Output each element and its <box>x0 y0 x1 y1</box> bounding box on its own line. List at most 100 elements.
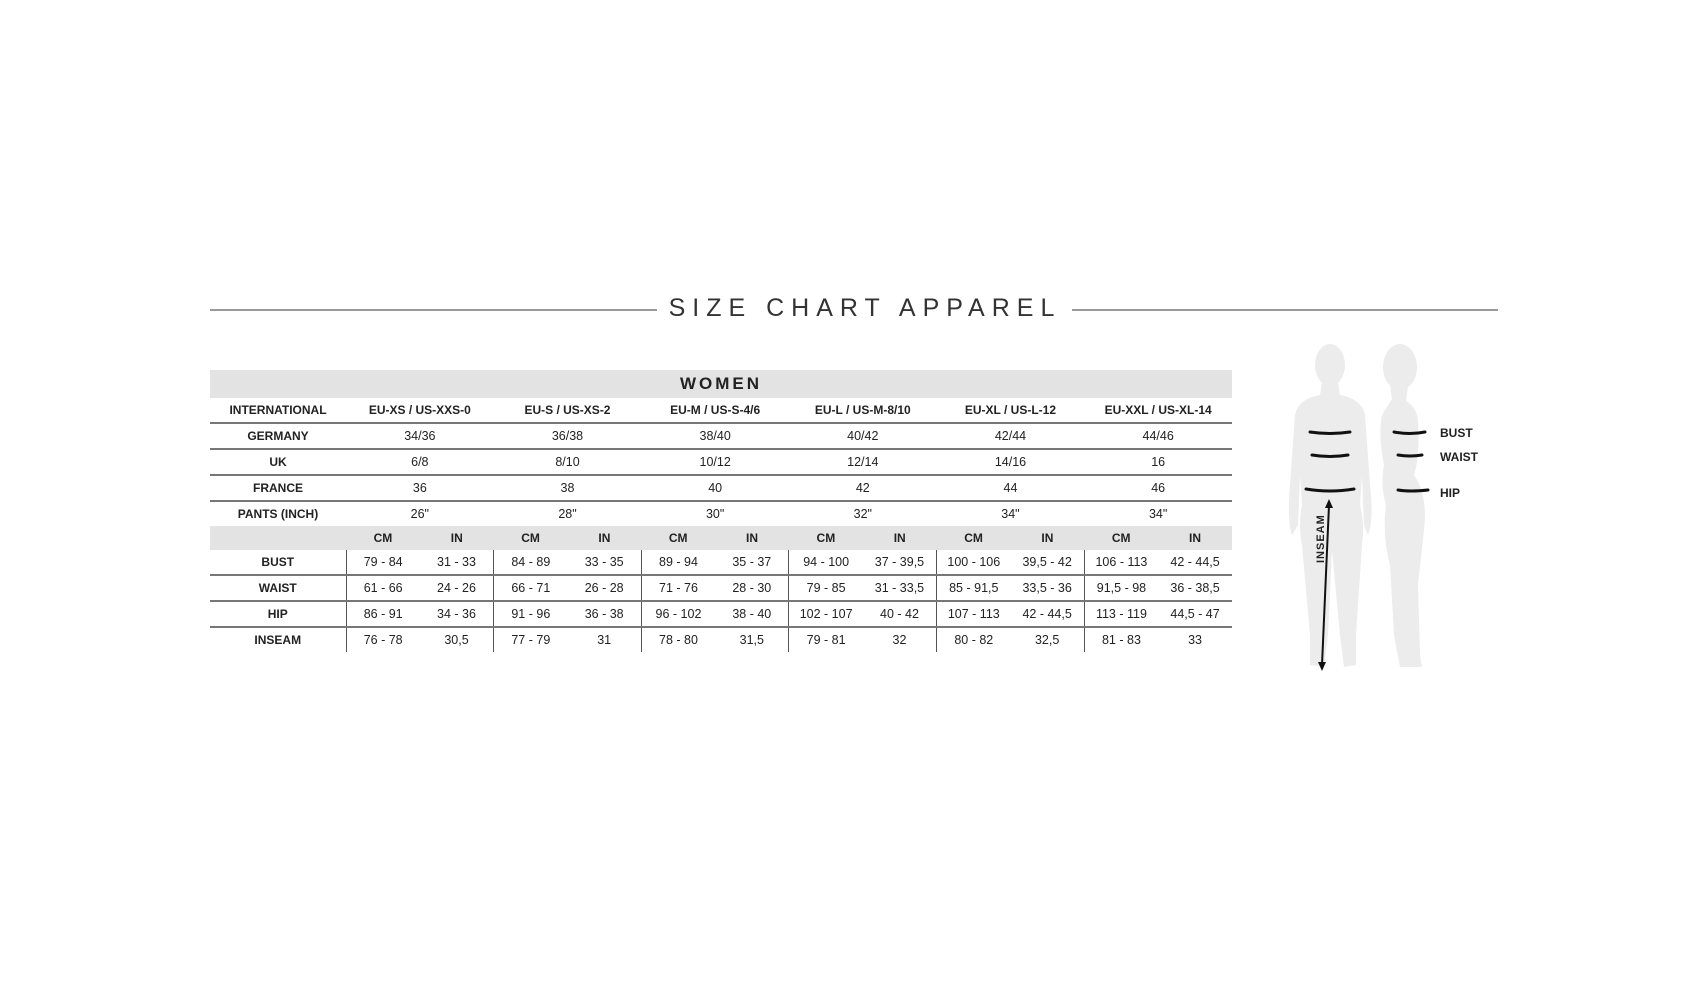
size-cell: 26" <box>410 507 429 521</box>
inch-cell: 42 - 44,5 <box>1158 550 1232 576</box>
front-waist-arrow <box>1310 453 1350 458</box>
title-rule-left <box>210 309 657 311</box>
unit-in-header: IN <box>419 526 494 550</box>
unit-in-header: IN <box>715 526 789 550</box>
size-cell: 14/16 <box>936 449 1085 476</box>
front-bust-arrow <box>1308 430 1352 435</box>
size-cell: 40/42 <box>788 423 937 450</box>
size-cell: 30" <box>705 507 725 521</box>
unit-cm-header: CM <box>936 526 1011 550</box>
section-title: WOMEN <box>210 370 1232 398</box>
size-header: EU-L / US-M-8/10 <box>788 398 937 424</box>
size-cell: 46 <box>1084 475 1232 502</box>
cm-cell: 84 - 89 <box>493 550 568 576</box>
size-cell: 36/38 <box>493 423 642 450</box>
row-label: WAIST <box>210 575 346 602</box>
unit-cm-header: CM <box>1084 526 1159 550</box>
inch-cell: 30,5 <box>444 633 469 647</box>
size-row: PANTS (INCH) 26" 28" 30" 32" 34" 34" <box>210 501 1232 526</box>
unit-in-header: IN <box>567 526 642 550</box>
size-cell: 38 <box>493 475 642 502</box>
cm-cell: 86 - 91 <box>345 601 420 628</box>
inch-cell: 33 - 35 <box>567 550 642 576</box>
cm-cell: 91,5 - 98 <box>1083 575 1159 602</box>
row-label: FRANCE <box>210 475 346 502</box>
front-figure-head <box>1315 344 1345 386</box>
title-rule-right <box>1072 309 1498 311</box>
international-row: INTERNATIONAL EU-XS / US-XXS-0 EU-S / US-X… <box>210 398 1232 424</box>
unit-in-header: IN <box>1158 526 1232 550</box>
front-hip-arrow <box>1304 487 1356 493</box>
inch-cell: 32 <box>892 633 907 647</box>
row-label: INTERNATIONAL <box>210 398 346 424</box>
arrow-heads <box>1318 499 1333 671</box>
cm-cell: 78 - 80 <box>640 627 716 652</box>
unit-cm-header: CM <box>493 526 568 550</box>
size-cell: 34/36 <box>346 423 494 450</box>
cm-cell: 91 - 96 <box>493 601 568 628</box>
inch-cell: 24 - 26 <box>419 575 494 602</box>
waist-label: WAIST <box>1440 450 1478 464</box>
size-cell: 42 <box>788 475 937 502</box>
inseam-label: INSEAM <box>1315 514 1327 563</box>
inch-cell: 35 - 37 <box>715 550 789 576</box>
cm-cell: 107 - 113 <box>936 601 1011 628</box>
size-row: UK 6/8 8/10 10/12 12/14 14/16 16 <box>210 449 1232 476</box>
cm-cell: 77 - 79 <box>493 627 568 652</box>
size-row: GERMANY 34/36 36/38 38/40 40/42 42/44 44/46 <box>210 423 1232 450</box>
cm-cell: 102 - 107 <box>788 601 863 628</box>
unit-cm-header: CM <box>641 526 716 550</box>
size-cell: 10/12 <box>641 449 789 476</box>
row-label: PANTS (INCH) <box>237 507 319 521</box>
measurement-row: BUST 79 - 84 31 - 33 84 - 89 33 - 35 89 - 94 3… <box>210 550 1232 576</box>
size-cell: 36 <box>346 475 494 502</box>
row-label: UK <box>210 449 346 476</box>
inch-cell: 38 - 40 <box>715 601 789 628</box>
inch-cell: 26 - 28 <box>567 575 642 602</box>
side-bust-arrow <box>1392 430 1427 435</box>
size-header: EU-XL / US-L-12 <box>936 398 1085 424</box>
hip-label: HIP <box>1440 486 1461 500</box>
inch-cell: 31 <box>597 633 612 647</box>
measurement-row: WAIST 61 - 66 24 - 26 66 - 71 26 - 28 71 - 76… <box>210 575 1232 602</box>
size-chart-table: WOMEN INTERNATIONAL EU-XS / US-XXS-0 EU-S … <box>210 370 1232 652</box>
row-label: INSEAM <box>254 633 302 647</box>
size-cell: 34" <box>1148 507 1168 521</box>
bust-label: BUST <box>1440 426 1473 440</box>
size-cell: 38/40 <box>641 423 789 450</box>
size-cell: 34" <box>1001 507 1020 521</box>
size-cell: 12/14 <box>788 449 937 476</box>
cm-cell: 79 - 81 <box>788 627 863 652</box>
inch-cell: 39,5 - 42 <box>1010 550 1085 576</box>
row-label: BUST <box>210 550 346 576</box>
size-cell: 44 <box>936 475 1085 502</box>
unit-cm-header: CM <box>788 526 863 550</box>
inch-cell: 33,5 - 36 <box>1010 575 1085 602</box>
front-figure-body <box>1288 383 1372 667</box>
cm-cell: 81 - 83 <box>1083 627 1159 652</box>
side-figure-body <box>1380 385 1425 667</box>
cm-cell: 96 - 102 <box>640 601 716 628</box>
size-cell: 16 <box>1084 449 1232 476</box>
cm-cell: 66 - 71 <box>493 575 568 602</box>
cm-cell: 94 - 100 <box>788 550 863 576</box>
size-cell: 8/10 <box>493 449 642 476</box>
cm-cell: 80 - 82 <box>936 627 1011 652</box>
cm-cell: 113 - 119 <box>1083 601 1159 628</box>
inch-cell: 28 - 30 <box>715 575 789 602</box>
size-header: EU-M / US-S-4/6 <box>641 398 789 424</box>
size-cell: 40 <box>641 475 789 502</box>
side-hip-arrow <box>1396 488 1430 493</box>
row-label: GERMANY <box>210 423 346 450</box>
unit-in-header: IN <box>862 526 937 550</box>
measurement-row: INSEAM 76 - 78 30,5 77 - 79 31 78 - 80 31,5 79 … <box>210 627 1232 652</box>
inch-cell: 42 - 44,5 <box>1010 601 1085 628</box>
size-cell: 28" <box>558 507 577 521</box>
size-cell: 42/44 <box>936 423 1085 450</box>
unit-header-blank <box>210 526 346 550</box>
inch-cell: 31 - 33 <box>419 550 494 576</box>
cm-cell: 76 - 78 <box>345 627 420 652</box>
cm-cell: 79 - 85 <box>788 575 863 602</box>
size-header: EU-XS / US-XXS-0 <box>346 398 494 424</box>
row-label: HIP <box>210 601 346 628</box>
